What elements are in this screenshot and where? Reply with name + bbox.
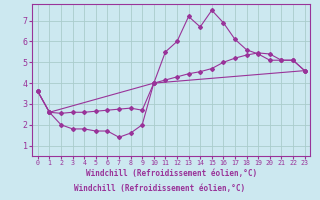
Text: Windchill (Refroidissement éolien,°C): Windchill (Refroidissement éolien,°C) [75,184,245,194]
X-axis label: Windchill (Refroidissement éolien,°C): Windchill (Refroidissement éolien,°C) [86,169,257,178]
